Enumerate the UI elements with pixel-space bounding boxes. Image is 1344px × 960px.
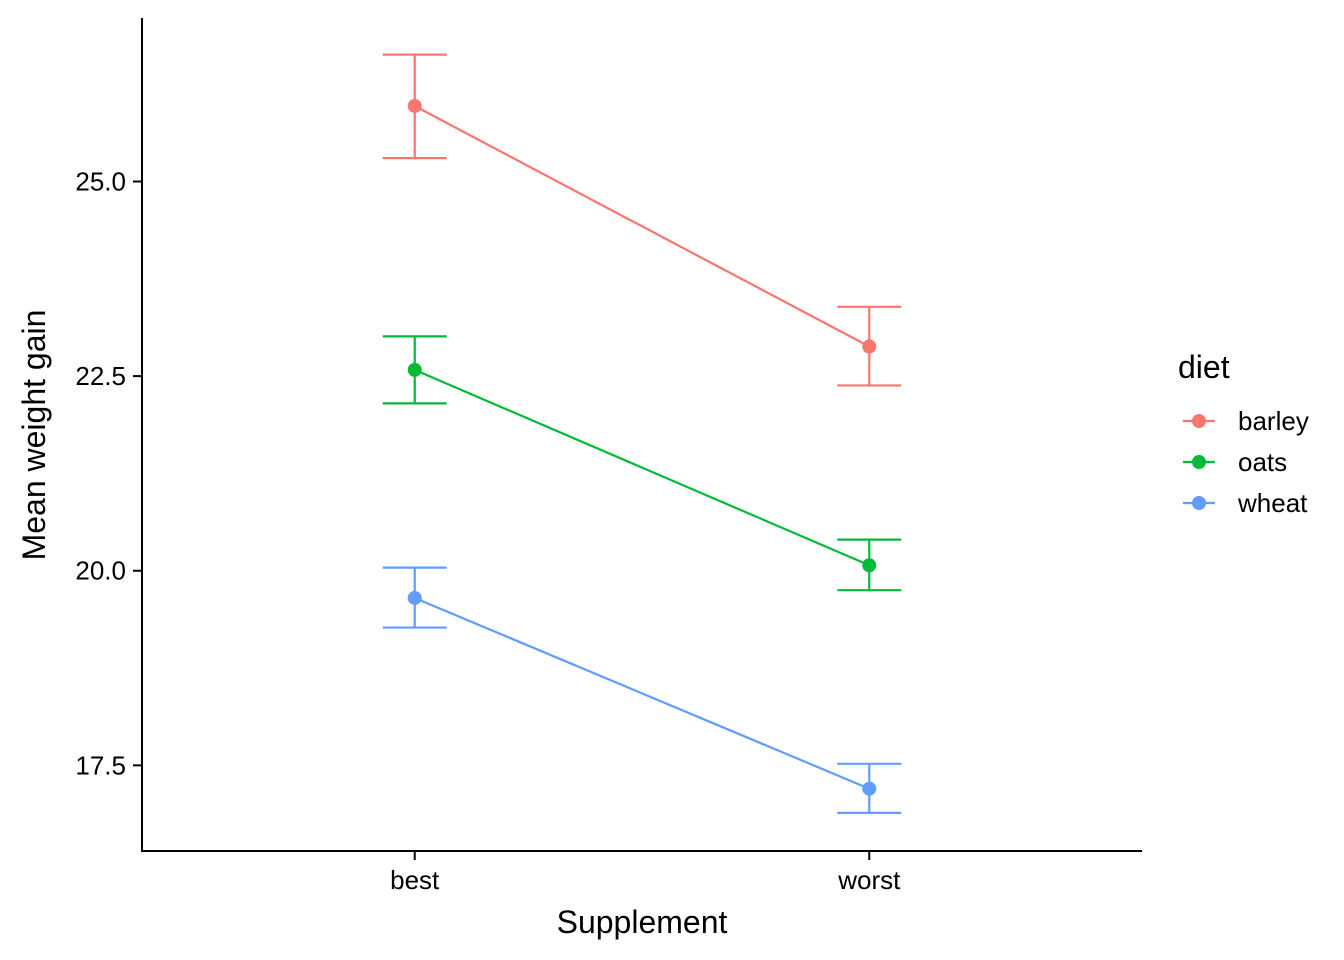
series-line — [414, 368, 870, 567]
legend-title: diet — [1178, 349, 1230, 385]
plot-area — [382, 53, 902, 814]
series-line — [414, 596, 870, 790]
legend-item-barley: barley — [1183, 406, 1309, 436]
legend-key-point — [1192, 414, 1206, 428]
series-barley — [382, 53, 902, 387]
legend-item-wheat: wheat — [1183, 488, 1308, 518]
ticks: 17.5 20.0 22.5 25.0 best worst — [75, 166, 901, 895]
legend-item-oats: oats — [1183, 447, 1287, 477]
y-tick-label: 20.0 — [75, 556, 126, 586]
x-axis-title: Supplement — [557, 904, 728, 940]
legend-label: oats — [1238, 447, 1287, 477]
legend: diet barley oats wheat — [1178, 349, 1309, 518]
series-wheat — [382, 566, 902, 814]
y-tick-label: 25.0 — [75, 166, 126, 196]
data-point — [862, 339, 877, 354]
data-point — [862, 781, 877, 796]
data-point — [407, 590, 422, 605]
legend-key-point — [1192, 496, 1206, 510]
legend-key-point — [1192, 455, 1206, 469]
y-tick-label: 17.5 — [75, 750, 126, 780]
x-tick-label: worst — [837, 865, 901, 895]
axes — [141, 18, 1142, 852]
series-line — [414, 104, 870, 348]
data-point — [407, 362, 422, 377]
x-tick-label: best — [390, 865, 440, 895]
data-point — [862, 558, 877, 573]
data-point — [407, 98, 422, 113]
y-tick-label: 22.5 — [75, 361, 126, 391]
y-axis-title: Mean weight gain — [16, 310, 52, 561]
series-oats — [382, 335, 902, 592]
legend-label: barley — [1238, 406, 1309, 436]
legend-label: wheat — [1237, 488, 1308, 518]
